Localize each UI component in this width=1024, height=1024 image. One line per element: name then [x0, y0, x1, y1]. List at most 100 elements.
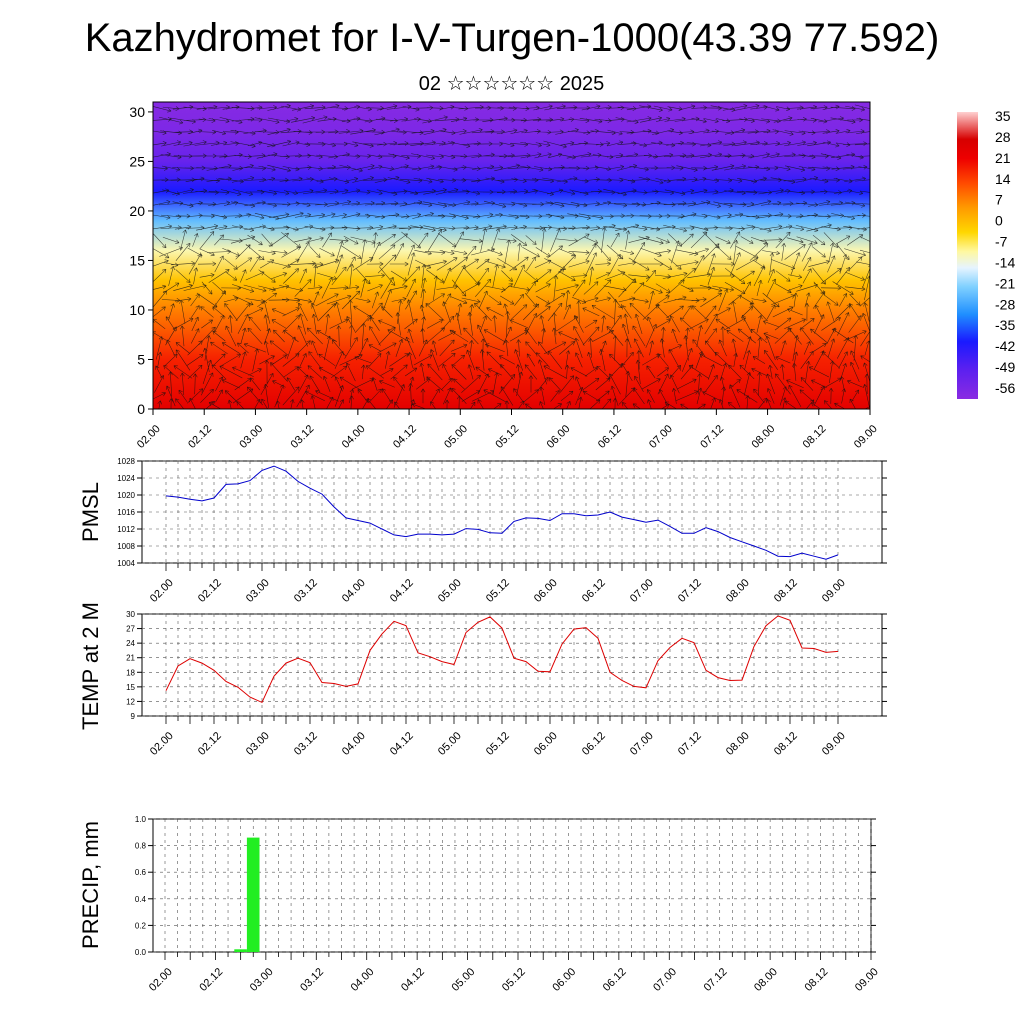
x-tick-label: 08.00 — [749, 423, 777, 451]
y-tick-label: 1004 — [117, 559, 135, 568]
y-tick-label: 1.0 — [135, 815, 147, 824]
x-tick-label: 09.00 — [820, 730, 848, 758]
panel-frame — [141, 460, 883, 564]
wind-vector-field — [153, 103, 870, 409]
x-tick-label: 04.12 — [388, 730, 416, 758]
cross-section-panel: 0 5 10 15 20 25 30 02.00 02.12 03.00 03.12 04.00 04… — [129, 101, 880, 451]
x-tick-label: 04.12 — [399, 966, 427, 994]
x-tick-label: 02.12 — [196, 730, 224, 758]
x-tick-label: 07.12 — [676, 577, 704, 605]
x-tick-label: 07.00 — [651, 966, 679, 994]
panel-frame — [141, 613, 883, 717]
x-tick-label: 03.12 — [289, 423, 317, 451]
y-tick-label: 9 — [131, 712, 136, 721]
y-tick-label: 1008 — [117, 542, 135, 551]
precip-ylabel: PRECIP, mm — [78, 821, 103, 949]
y-tick-label: 1016 — [117, 508, 135, 517]
x-tick-label: 04.00 — [340, 577, 368, 605]
y-tick-label: 10 — [129, 302, 145, 318]
colorbar-label: 35 — [995, 108, 1011, 124]
x-tick-label: 05.12 — [500, 966, 528, 994]
x-tick-label: 08.12 — [801, 423, 829, 451]
colorbar-gradient — [957, 112, 978, 399]
colorbar-label: 14 — [995, 171, 1011, 187]
x-tick-label: 03.12 — [292, 730, 320, 758]
y-tick-label: 1028 — [117, 457, 135, 466]
y-tick-label: 30 — [126, 610, 135, 619]
y-tick-label: 0.6 — [135, 868, 147, 877]
x-tick-label: 03.00 — [244, 577, 272, 605]
chart-title: Kazhydromet for I-V-Turgen-1000(43.39 77… — [84, 16, 940, 60]
x-tick-label: 07.12 — [698, 423, 726, 451]
y-tick-label: 12 — [126, 697, 135, 706]
wind-arrows — [153, 103, 870, 409]
x-tick-label: 08.12 — [772, 577, 800, 605]
x-tick-label: 02.00 — [135, 423, 163, 451]
x-tick-label: 05.00 — [436, 730, 464, 758]
x-tick-label: 03.00 — [244, 730, 272, 758]
x-tick-label: 05.12 — [484, 730, 512, 758]
x-tick-label: 07.00 — [628, 730, 656, 758]
x-tick-label: 08.00 — [724, 730, 752, 758]
colorbar-label: -42 — [995, 338, 1015, 354]
pmsl-ylabel: PMSL — [78, 482, 103, 542]
precip-panel: 0.0 0.2 0.4 0.6 0.8 1.0 02.00 02.12 03.00 03.12 04… — [135, 815, 881, 994]
colorbar-label: -49 — [995, 359, 1015, 375]
x-tick-label: 06.12 — [601, 966, 629, 994]
x-tick-label: 04.00 — [349, 966, 377, 994]
y-tick-label: 25 — [129, 153, 145, 169]
x-tick-label: 04.12 — [391, 423, 419, 451]
temp-panel: 9 12 15 18 21 24 27 30 02.00 02.12 03.00 03.12 04.00… — [126, 610, 887, 758]
colorbar-label: 28 — [995, 129, 1011, 145]
x-tick-label: 09.00 — [820, 577, 848, 605]
y-tick-label: 1024 — [117, 474, 135, 483]
x-tick-label: 07.00 — [628, 577, 656, 605]
y-tick-label: 18 — [126, 668, 135, 677]
y-tick-label: 15 — [126, 683, 135, 692]
temp-ylabel: TEMP at 2 M — [78, 602, 103, 730]
x-tick-label: 08.12 — [772, 730, 800, 758]
x-tick-label: 05.00 — [436, 577, 464, 605]
y-tick-label: 0.4 — [135, 895, 147, 904]
x-tick-label: 02.12 — [196, 577, 224, 605]
x-tick-label: 03.12 — [292, 577, 320, 605]
x-tick-label: 03.00 — [237, 423, 265, 451]
pmsl-panel: 1004 1008 1012 1016 1020 1024 1028 02.00 02.12 03… — [117, 457, 887, 605]
colorbar: 35 28 21 14 7 0 -7 -14 -21 -28 -35 -42 -49 -56 — [957, 108, 1015, 399]
y-tick-label: 1012 — [117, 525, 135, 534]
y-tick-label: 1020 — [117, 491, 135, 500]
precip-bar — [246, 837, 260, 952]
colorbar-label: 21 — [995, 150, 1011, 166]
x-tick-label: 06.00 — [545, 423, 573, 451]
temp-series-line — [165, 615, 839, 704]
x-tick-label: 02.12 — [197, 966, 225, 994]
y-tick-label: 21 — [126, 654, 135, 663]
chart-subtitle: 02 ☆☆☆☆☆☆ 2025 — [418, 73, 605, 95]
colorbar-label: -28 — [995, 296, 1015, 312]
x-tick-label: 05.00 — [442, 423, 470, 451]
y-tick-label: 0.2 — [135, 921, 147, 930]
colorbar-labels: 35 28 21 14 7 0 -7 -14 -21 -28 -35 -42 -49 -56 — [995, 108, 1015, 396]
colorbar-label: -21 — [995, 275, 1015, 291]
x-tick-label: 04.00 — [340, 423, 368, 451]
x-tick-label: 02.12 — [186, 423, 214, 451]
x-tick-label: 07.12 — [676, 730, 704, 758]
x-tick-label: 02.00 — [147, 966, 175, 994]
heatmap-field — [153, 102, 870, 409]
x-tick-label: 05.00 — [449, 966, 477, 994]
x-tick-label: 06.12 — [580, 577, 608, 605]
colorbar-label: -7 — [995, 234, 1008, 250]
x-tick-label: 05.12 — [493, 423, 521, 451]
y-tick-label: 15 — [129, 252, 145, 268]
x-tick-label: 06.00 — [550, 966, 578, 994]
colorbar-label: -14 — [995, 254, 1015, 270]
panel-frame — [152, 818, 872, 953]
y-tick-label: 24 — [126, 639, 135, 648]
colorbar-label: -35 — [995, 317, 1015, 333]
x-tick-label: 03.00 — [248, 966, 276, 994]
x-tick-label: 09.00 — [853, 966, 881, 994]
y-tick-label: 27 — [126, 625, 135, 634]
y-tick-label: 0.0 — [135, 948, 147, 957]
heatmap-x-axis: 02.00 02.12 03.00 03.12 04.00 04.12 05.00 05.12… — [135, 409, 880, 451]
